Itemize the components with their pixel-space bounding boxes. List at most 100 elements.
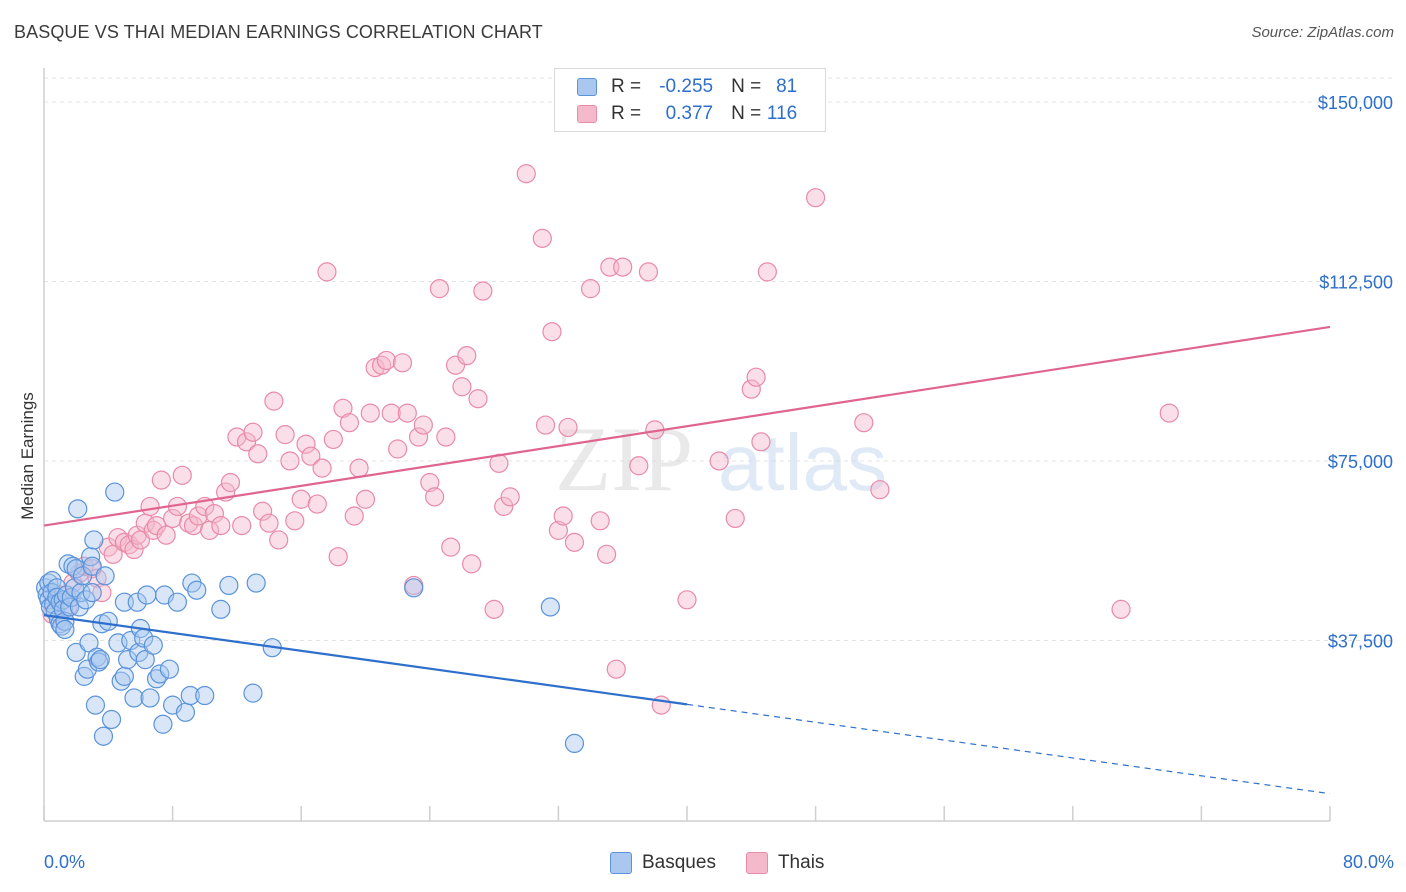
data-point [66, 559, 86, 579]
data-point [269, 530, 289, 550]
data-point [253, 501, 273, 521]
data-point [180, 685, 200, 706]
data-point [137, 585, 157, 605]
data-point [307, 494, 327, 514]
legend-swatch-thais [577, 105, 597, 123]
data-point [564, 532, 585, 552]
data-point [638, 262, 659, 282]
data-point [757, 262, 777, 282]
data-point [236, 432, 257, 452]
data-point [55, 619, 75, 640]
data-point [84, 530, 104, 550]
data-point [296, 434, 316, 454]
data-point [725, 508, 745, 529]
y-axis-title: Median Earnings [18, 392, 37, 520]
data-point [651, 695, 671, 715]
y-tick-label: $150,000 [1318, 93, 1393, 113]
data-point [81, 547, 101, 567]
data-point [243, 422, 263, 442]
data-point [461, 554, 482, 574]
data-point [376, 350, 396, 371]
legend-r-value: 0.377 [665, 103, 714, 124]
legend-n-value: 116 [766, 103, 798, 124]
watermark-atlas: atlas [718, 418, 887, 507]
data-point [204, 504, 224, 524]
data-point [76, 590, 96, 610]
data-point [69, 597, 89, 617]
source-label: Source: ZipAtlas.com [1251, 24, 1394, 41]
data-point [404, 578, 424, 598]
thai-trend-line [43, 325, 1331, 527]
data-point [259, 513, 279, 533]
data-point [392, 353, 413, 373]
axes [43, 68, 1331, 822]
data-point [441, 537, 461, 557]
data-point [312, 458, 332, 478]
data-point [457, 346, 477, 366]
data-point [82, 556, 102, 576]
data-point [98, 611, 118, 631]
legend-r-label: R = [611, 76, 642, 97]
data-point [159, 659, 179, 679]
data-point [870, 480, 890, 500]
data-point [677, 590, 697, 610]
data-point [87, 568, 107, 588]
data-point [167, 592, 188, 612]
legend-r-label: R = [611, 103, 642, 124]
basque-trend-line [43, 614, 688, 706]
data-point [93, 726, 114, 746]
data-point [219, 575, 239, 596]
data-point [333, 398, 353, 418]
thai-points [42, 164, 1179, 715]
series-legend: Basques Thais [610, 852, 854, 874]
legend-n-label: N = [731, 76, 762, 97]
data-point [805, 188, 826, 208]
legend-row-basques: R = -0.255 N = 81 [577, 75, 797, 99]
data-point [175, 702, 196, 722]
correlation-legend: R = -0.255 N = 81 R = 0.377 N = 116 [554, 68, 826, 132]
data-point [597, 544, 617, 564]
data-point [540, 597, 560, 617]
legend-n-label: N = [731, 103, 762, 124]
data-point [429, 279, 450, 299]
trend-lines [43, 325, 1331, 795]
data-point [232, 515, 252, 536]
data-point [243, 683, 263, 703]
data-point [105, 482, 125, 502]
data-point [349, 458, 369, 478]
y-tick-label: $37,500 [1328, 631, 1393, 651]
data-point [211, 599, 231, 619]
data-point [606, 659, 626, 679]
data-point [751, 432, 771, 452]
basque-trend-extension [686, 703, 1331, 795]
legend-row-thais: R = 0.377 N = 116 [577, 102, 797, 126]
data-point [500, 487, 520, 507]
data-point [473, 281, 493, 301]
data-point [548, 520, 569, 540]
data-point [413, 415, 433, 435]
data-point [187, 580, 207, 600]
y-tick-label: $112,500 [1319, 272, 1393, 292]
data-point [124, 688, 144, 708]
data-point [140, 496, 160, 517]
data-point [246, 573, 266, 593]
data-point [90, 650, 110, 670]
legend-swatch-basques [577, 78, 597, 96]
series-swatch-thais [745, 852, 768, 874]
data-point [172, 465, 192, 485]
data-point [535, 415, 556, 435]
data-point [420, 472, 440, 493]
legend-n-value: 81 [776, 76, 798, 97]
data-point [590, 511, 610, 531]
series-legend-thais: Thais [745, 852, 824, 874]
data-point [285, 511, 305, 531]
data-point [397, 403, 417, 423]
series-label-basques: Basques [642, 852, 716, 873]
x-tick-max: 80.0% [1342, 852, 1394, 872]
legend-r-value: -0.255 [659, 76, 714, 97]
data-point [301, 446, 321, 466]
data-point [452, 377, 472, 397]
data-point [114, 666, 134, 686]
data-point [355, 489, 376, 509]
